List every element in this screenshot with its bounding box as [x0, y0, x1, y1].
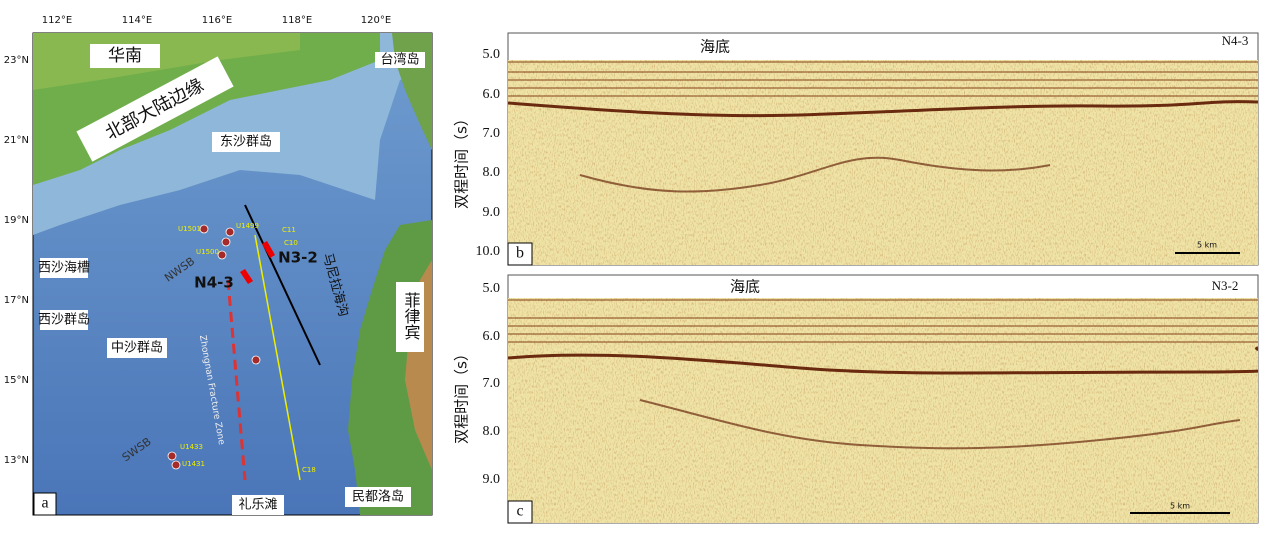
y-tick-label: 6.0 — [483, 87, 501, 102]
panel-label: c — [516, 503, 523, 520]
place-label: 台湾岛 — [380, 52, 419, 68]
y-tick-label: 9.0 — [483, 205, 501, 220]
scale-label: 5 km — [1170, 502, 1190, 511]
place-label: 菲律宾 — [402, 292, 421, 340]
lat-label: 13°N — [4, 455, 29, 466]
y-tick-label: 9.0 — [483, 472, 501, 487]
place-label: 东沙群岛 — [220, 134, 272, 150]
y-tick-label: 10.0 — [476, 244, 501, 259]
site-label: U1499 — [236, 222, 259, 230]
profile-label: N3-2 — [278, 249, 318, 267]
site-label: U1501 — [178, 225, 201, 233]
scale-label: 5 km — [1197, 241, 1217, 250]
line-label: C10 — [284, 239, 298, 247]
y-axis-label: 双程时间（s） — [453, 346, 471, 444]
profile-label: N4-3 — [194, 274, 234, 292]
place-label: 华南 — [108, 46, 142, 66]
panel-label: b — [516, 245, 524, 262]
lat-label: 17°N — [4, 295, 29, 306]
lon-label: 120°E — [361, 15, 391, 26]
y-tick-label: 6.0 — [483, 329, 501, 344]
site-label: U1433 — [180, 443, 203, 451]
seafloor-label: 海底 — [700, 38, 730, 56]
y-axis-label: 双程时间（s） — [453, 111, 471, 209]
lon-label: 118°E — [282, 15, 312, 26]
y-tick-label: 8.0 — [483, 165, 501, 180]
lon-label: 112°E — [42, 15, 72, 26]
y-tick-label: 5.0 — [483, 47, 501, 62]
map-panel: 112°E 114°E 116°E 118°E 120°E 23°N 21°N … — [4, 15, 432, 515]
site-label: U1500 — [196, 248, 219, 256]
panel-label: a — [41, 495, 48, 512]
place-label: 礼乐滩 — [238, 497, 277, 513]
lon-label: 116°E — [202, 15, 232, 26]
lat-label: 21°N — [4, 135, 29, 146]
line-label: C18 — [302, 466, 316, 474]
y-tick-label: 7.0 — [483, 126, 501, 141]
y-tick-label: 5.0 — [483, 281, 501, 296]
place-label: 中沙群岛 — [111, 340, 163, 356]
place-label: 民都洛岛 — [352, 489, 404, 505]
site-label: U1431 — [182, 460, 205, 468]
seismic-panel: 5 km N3-2 海底 5.0 6.0 7.0 8.0 9.0 双程时间（s）… — [453, 275, 1280, 523]
y-tick-label: 8.0 — [483, 424, 501, 439]
seafloor-label: 海底 — [730, 278, 760, 296]
seismic-panel: 5 km N4-3 海底 5.0 6.0 7.0 8.0 9.0 10.0 双程… — [453, 33, 1259, 265]
place-label: 西沙群岛 — [38, 312, 90, 328]
profile-name: N3-2 — [1212, 278, 1239, 293]
lat-label: 23°N — [4, 55, 29, 66]
line-label: C11 — [282, 226, 296, 234]
lat-label: 19°N — [4, 215, 29, 226]
lat-label: 15°N — [4, 375, 29, 386]
y-tick-label: 7.0 — [483, 376, 501, 391]
profile-name: N4-3 — [1222, 33, 1249, 48]
lon-label: 114°E — [122, 15, 152, 26]
place-label: 西沙海槽 — [38, 261, 90, 276]
